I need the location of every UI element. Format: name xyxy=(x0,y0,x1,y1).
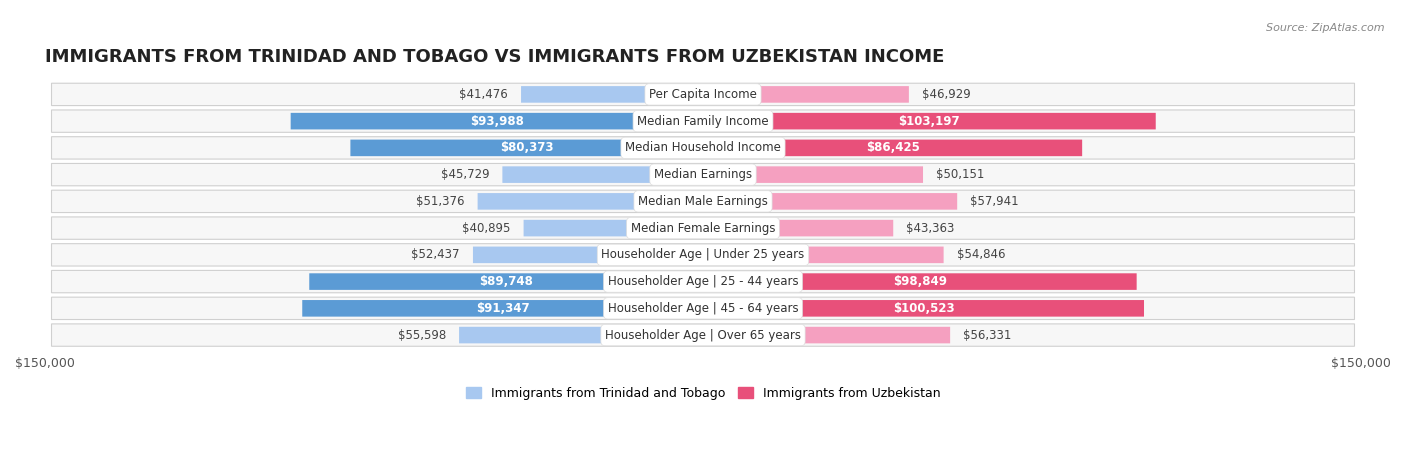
FancyBboxPatch shape xyxy=(703,166,922,183)
FancyBboxPatch shape xyxy=(460,327,703,343)
Text: $80,373: $80,373 xyxy=(501,142,554,155)
Text: IMMIGRANTS FROM TRINIDAD AND TOBAGO VS IMMIGRANTS FROM UZBEKISTAN INCOME: IMMIGRANTS FROM TRINIDAD AND TOBAGO VS I… xyxy=(45,48,945,66)
Text: $98,849: $98,849 xyxy=(893,275,946,288)
Text: $45,729: $45,729 xyxy=(440,168,489,181)
FancyBboxPatch shape xyxy=(472,247,703,263)
FancyBboxPatch shape xyxy=(52,190,1354,212)
Text: $93,988: $93,988 xyxy=(470,114,524,127)
FancyBboxPatch shape xyxy=(703,113,1156,129)
Text: $57,941: $57,941 xyxy=(970,195,1019,208)
FancyBboxPatch shape xyxy=(52,270,1354,293)
FancyBboxPatch shape xyxy=(703,140,1083,156)
Text: $50,151: $50,151 xyxy=(936,168,984,181)
Text: Householder Age | Under 25 years: Householder Age | Under 25 years xyxy=(602,248,804,262)
Text: Householder Age | 45 - 64 years: Householder Age | 45 - 64 years xyxy=(607,302,799,315)
Text: $54,846: $54,846 xyxy=(956,248,1005,262)
FancyBboxPatch shape xyxy=(478,193,703,210)
FancyBboxPatch shape xyxy=(522,86,703,103)
Text: Householder Age | Over 65 years: Householder Age | Over 65 years xyxy=(605,329,801,341)
FancyBboxPatch shape xyxy=(52,137,1354,159)
Text: $86,425: $86,425 xyxy=(866,142,920,155)
Text: Median Male Earnings: Median Male Earnings xyxy=(638,195,768,208)
FancyBboxPatch shape xyxy=(703,273,1136,290)
FancyBboxPatch shape xyxy=(52,244,1354,266)
Text: Per Capita Income: Per Capita Income xyxy=(650,88,756,101)
Text: $55,598: $55,598 xyxy=(398,329,446,341)
FancyBboxPatch shape xyxy=(703,247,943,263)
Text: Householder Age | 25 - 44 years: Householder Age | 25 - 44 years xyxy=(607,275,799,288)
FancyBboxPatch shape xyxy=(703,220,893,236)
FancyBboxPatch shape xyxy=(703,300,1144,317)
FancyBboxPatch shape xyxy=(350,140,703,156)
FancyBboxPatch shape xyxy=(309,273,703,290)
FancyBboxPatch shape xyxy=(52,217,1354,239)
FancyBboxPatch shape xyxy=(52,163,1354,186)
FancyBboxPatch shape xyxy=(523,220,703,236)
FancyBboxPatch shape xyxy=(52,324,1354,346)
FancyBboxPatch shape xyxy=(52,297,1354,319)
Text: $41,476: $41,476 xyxy=(460,88,508,101)
Text: Median Earnings: Median Earnings xyxy=(654,168,752,181)
FancyBboxPatch shape xyxy=(52,83,1354,106)
Text: Source: ZipAtlas.com: Source: ZipAtlas.com xyxy=(1267,23,1385,33)
Text: $91,347: $91,347 xyxy=(475,302,530,315)
Text: Median Female Earnings: Median Female Earnings xyxy=(631,222,775,234)
Text: $46,929: $46,929 xyxy=(922,88,970,101)
FancyBboxPatch shape xyxy=(703,86,908,103)
Text: $89,748: $89,748 xyxy=(479,275,533,288)
Text: Median Household Income: Median Household Income xyxy=(626,142,780,155)
FancyBboxPatch shape xyxy=(703,193,957,210)
Text: $40,895: $40,895 xyxy=(463,222,510,234)
Text: $43,363: $43,363 xyxy=(907,222,955,234)
Text: Median Family Income: Median Family Income xyxy=(637,114,769,127)
FancyBboxPatch shape xyxy=(291,113,703,129)
FancyBboxPatch shape xyxy=(703,327,950,343)
Text: $100,523: $100,523 xyxy=(893,302,955,315)
FancyBboxPatch shape xyxy=(52,110,1354,132)
FancyBboxPatch shape xyxy=(502,166,703,183)
Text: $103,197: $103,197 xyxy=(898,114,960,127)
Text: $51,376: $51,376 xyxy=(416,195,464,208)
Legend: Immigrants from Trinidad and Tobago, Immigrants from Uzbekistan: Immigrants from Trinidad and Tobago, Imm… xyxy=(461,382,945,405)
FancyBboxPatch shape xyxy=(302,300,703,317)
Text: $52,437: $52,437 xyxy=(412,248,460,262)
Text: $56,331: $56,331 xyxy=(963,329,1012,341)
